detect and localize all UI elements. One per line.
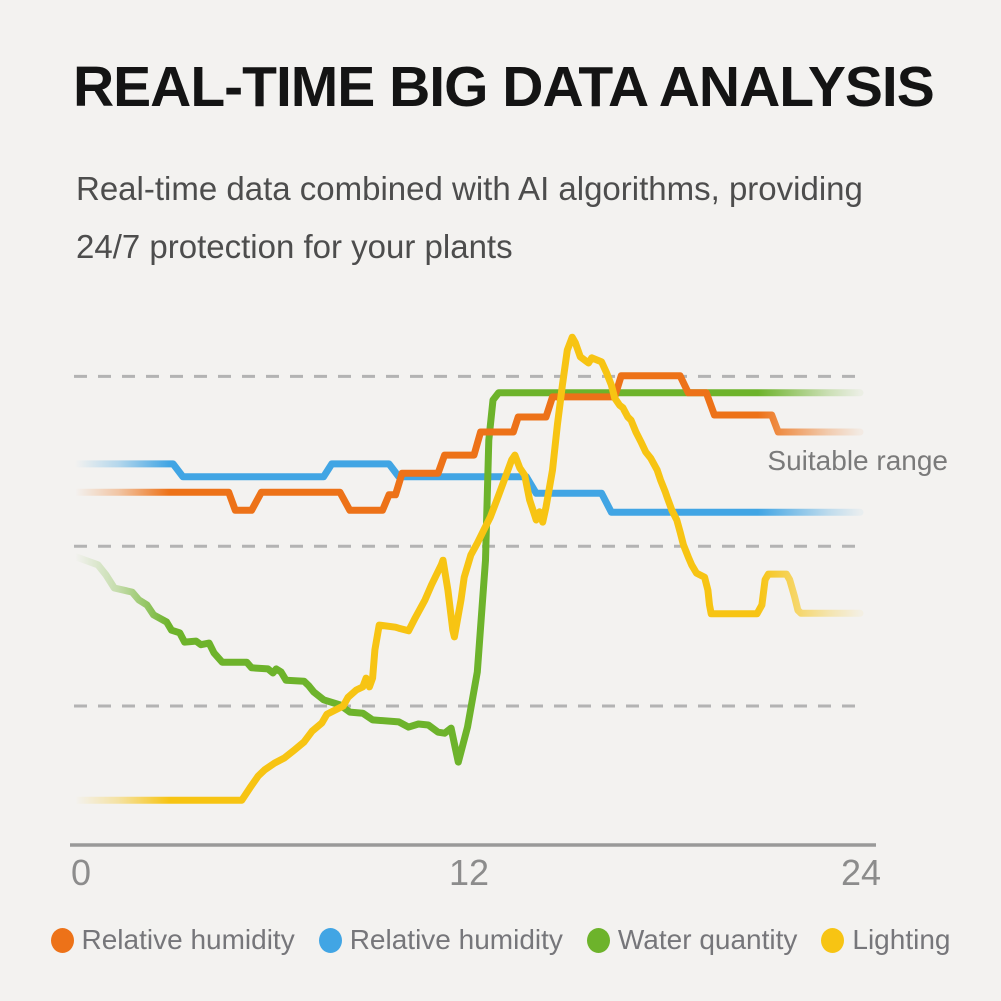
legend-dot-yellow-icon — [821, 927, 845, 953]
legend-item-relative-humidity-blue: Relative humidity — [318, 924, 563, 956]
legend-label: Relative humidity — [81, 924, 295, 955]
series-line-2 — [71, 389, 864, 766]
series-line-0 — [71, 372, 864, 514]
legend-item-relative-humidity-orange: Relative humidity — [50, 924, 295, 956]
x-axis-tick-0: 0 — [70, 852, 92, 893]
legend-label: Lighting — [852, 924, 951, 955]
series-line-3 — [71, 333, 864, 804]
series-line-1 — [71, 460, 864, 516]
legend-item-water-quantity: Water quantity — [586, 924, 798, 956]
legend-item-lighting: Lighting — [821, 924, 950, 956]
legend-dot-green-icon — [586, 927, 610, 953]
x-axis-tick-12: 12 — [448, 852, 490, 893]
legend-label: Relative humidity — [349, 924, 563, 955]
legend-dot-orange-icon — [50, 927, 74, 953]
suitable-range-annotation: Suitable range — [767, 445, 948, 476]
page-subtitle: Real-time data combined with AI algorith… — [76, 160, 966, 276]
chart-legend: Relative humidity Relative humidity Wate… — [0, 924, 1001, 956]
subtitle-line-2: 24/7 protection for your plants — [76, 228, 513, 265]
legend-dot-blue-icon — [318, 927, 342, 953]
legend-label: Water quantity — [617, 924, 798, 955]
x-axis-tick-24: 24 — [840, 852, 882, 893]
subtitle-line-1: Real-time data combined with AI algorith… — [76, 170, 863, 207]
page-title: REAL-TIME BIG DATA ANALYSIS — [73, 55, 935, 119]
